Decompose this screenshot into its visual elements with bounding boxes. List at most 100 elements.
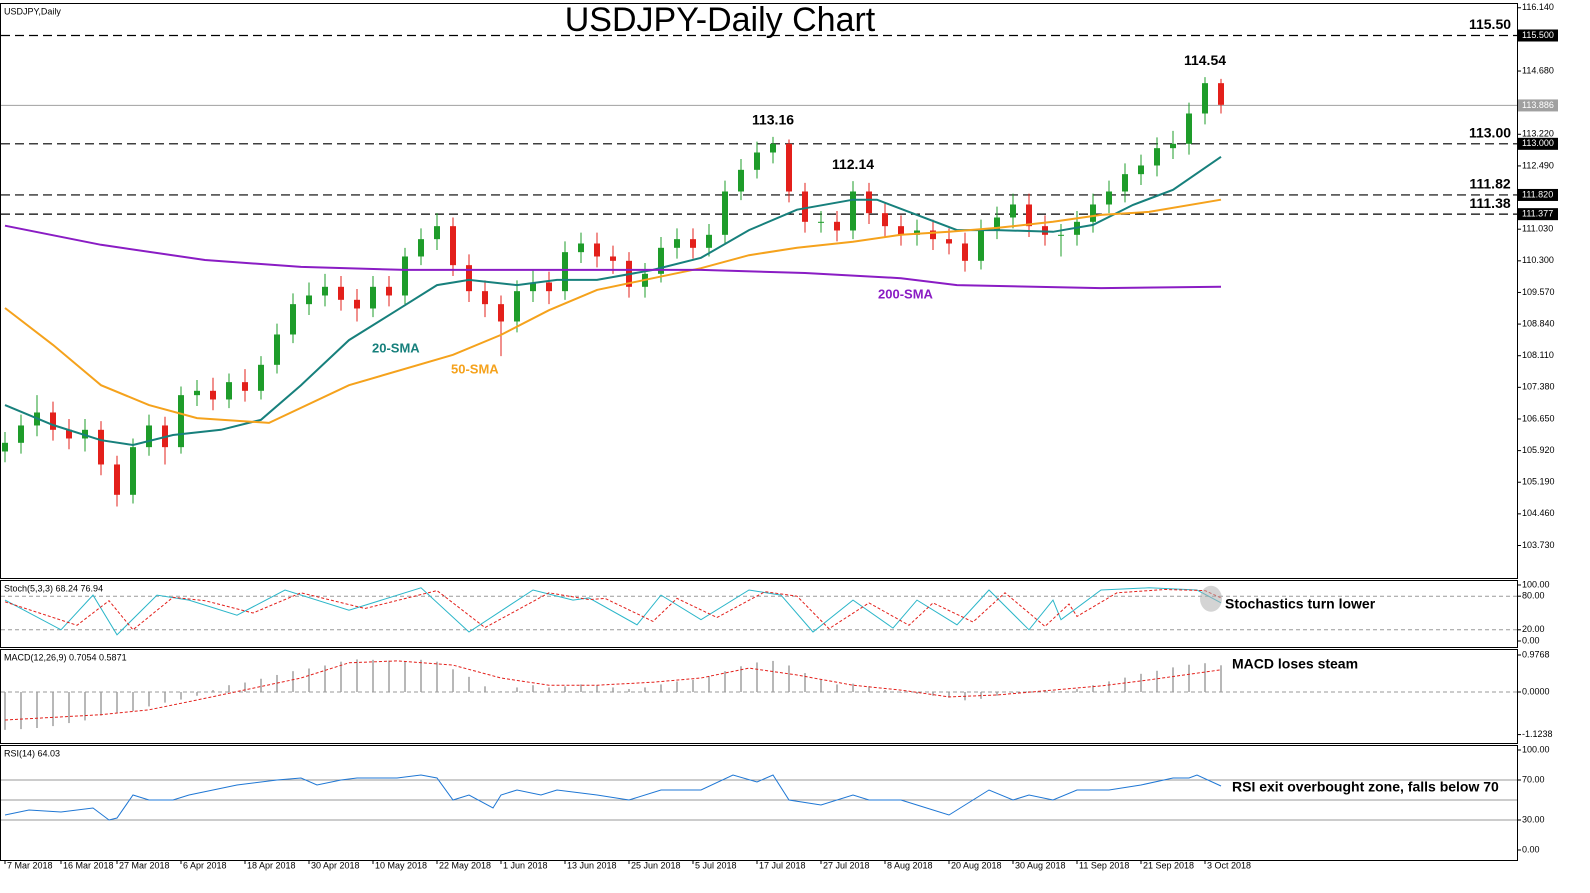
candle-body bbox=[914, 230, 920, 235]
macd-bar bbox=[500, 691, 502, 693]
y-tick-label: 107.380 bbox=[1522, 382, 1555, 392]
candle-body bbox=[898, 226, 904, 235]
panel-header: RSI(14) 64.03 bbox=[4, 748, 60, 758]
x-tick-label: 22 May 2018 bbox=[439, 860, 491, 870]
y-tick-label: 105.190 bbox=[1522, 477, 1555, 487]
level-label: 111.82 bbox=[1469, 176, 1510, 192]
indicator-line bbox=[4, 587, 1222, 636]
x-tick-label: 7 Mar 2018 bbox=[7, 860, 53, 870]
x-tick-label: 17 Jul 2018 bbox=[759, 860, 806, 870]
macd-bar bbox=[628, 688, 630, 693]
candle-body bbox=[1218, 83, 1224, 105]
candle-body bbox=[418, 239, 424, 257]
candle-body bbox=[242, 382, 248, 391]
candle-body bbox=[754, 152, 760, 170]
x-tick-label: 25 Jun 2018 bbox=[631, 860, 681, 870]
axis-box bbox=[1518, 208, 1558, 221]
candle-body bbox=[2, 442, 8, 452]
macd-bar bbox=[644, 687, 646, 693]
x-tick-label: 27 Jul 2018 bbox=[823, 860, 870, 870]
y-tick-label: 0.9768 bbox=[1522, 649, 1550, 659]
macd-bar bbox=[1188, 664, 1190, 693]
macd-bar bbox=[468, 676, 470, 693]
axis-box bbox=[1518, 137, 1558, 150]
macd-bar bbox=[484, 686, 486, 693]
macd-bar bbox=[52, 692, 54, 727]
candle-body bbox=[802, 191, 808, 222]
macd-bar bbox=[676, 681, 678, 693]
candle-body bbox=[18, 425, 24, 443]
macd-bar bbox=[580, 684, 582, 693]
x-tick-label: 30 Apr 2018 bbox=[311, 860, 360, 870]
y-tick-label: 108.840 bbox=[1522, 318, 1555, 328]
y-tick-label: 114.680 bbox=[1522, 65, 1554, 75]
price-annotation: 114.54 bbox=[1184, 52, 1226, 68]
candle-body bbox=[498, 304, 504, 322]
candle-body bbox=[962, 243, 968, 261]
x-tick-label: 21 Sep 2018 bbox=[1143, 860, 1194, 870]
candle-body bbox=[658, 247, 664, 274]
macd-bar bbox=[1220, 665, 1222, 693]
y-tick-label: 70.00 bbox=[1522, 774, 1545, 784]
candle-body bbox=[818, 221, 824, 223]
macd-bar bbox=[724, 671, 726, 693]
candle-body bbox=[274, 334, 280, 365]
candle-body bbox=[882, 213, 888, 227]
candle-body bbox=[722, 191, 728, 235]
panel-annotation: Stochastics turn lower bbox=[1225, 596, 1376, 612]
candle-body bbox=[434, 226, 440, 240]
macd-bar bbox=[372, 659, 374, 693]
macd-bar bbox=[564, 686, 566, 693]
x-tick-label: 8 Aug 2018 bbox=[887, 860, 933, 870]
x-tick-label: 13 Jun 2018 bbox=[567, 860, 617, 870]
indicator-line bbox=[4, 774, 1222, 821]
macd-bar bbox=[404, 660, 406, 693]
candle-body bbox=[258, 364, 264, 391]
axis-box-label: 111.820 bbox=[1522, 189, 1553, 199]
macd-bar bbox=[180, 692, 182, 700]
macd-bar bbox=[1092, 685, 1094, 693]
candle-body bbox=[738, 169, 744, 192]
macd-bar bbox=[612, 687, 614, 693]
macd-bar bbox=[532, 685, 534, 693]
y-tick-label: 104.460 bbox=[1522, 508, 1555, 518]
x-tick-label: 18 Apr 2018 bbox=[247, 860, 296, 870]
macd-bar bbox=[20, 692, 22, 730]
y-tick-label: 105.920 bbox=[1522, 445, 1555, 455]
candle-body bbox=[930, 230, 936, 240]
x-tick-label: 27 Mar 2018 bbox=[119, 860, 170, 870]
axis-box-label: 113.886 bbox=[1522, 100, 1554, 110]
candle-body bbox=[66, 429, 72, 439]
candle-body bbox=[354, 299, 360, 309]
macd-bar bbox=[516, 687, 518, 693]
candle-body bbox=[1154, 148, 1160, 166]
y-tick-label: 20.00 bbox=[1522, 624, 1545, 634]
candle-body bbox=[1026, 204, 1032, 227]
macd-bar bbox=[4, 692, 6, 730]
y-tick-label: 80.00 bbox=[1522, 591, 1545, 601]
y-tick-label: 113.220 bbox=[1522, 129, 1554, 139]
candle-body bbox=[466, 265, 472, 292]
x-tick-label: 3 Oct 2018 bbox=[1207, 860, 1251, 870]
x-tick-label: 30 Aug 2018 bbox=[1015, 860, 1066, 870]
candle-body bbox=[1010, 204, 1016, 218]
indicator-line bbox=[4, 224, 1222, 290]
candle-body bbox=[578, 243, 584, 253]
panel-header: USDJPY,Daily bbox=[4, 6, 61, 16]
candle-body bbox=[514, 291, 520, 322]
indicator-line bbox=[4, 660, 1222, 721]
macd-bar bbox=[692, 679, 694, 693]
candle-body bbox=[674, 239, 680, 248]
y-tick-label: 111.030 bbox=[1522, 224, 1553, 234]
price-annotation: 112.14 bbox=[832, 156, 874, 172]
macd-bar bbox=[740, 666, 742, 693]
macd-bar bbox=[1124, 677, 1126, 693]
macd-bar bbox=[932, 692, 934, 696]
macd-bar bbox=[772, 660, 774, 693]
y-tick-label: 108.110 bbox=[1522, 350, 1554, 360]
macd-bar bbox=[340, 661, 342, 693]
y-tick-label: 103.730 bbox=[1522, 540, 1555, 550]
macd-bar bbox=[84, 692, 86, 721]
series-label: 50-SMA bbox=[451, 361, 499, 376]
